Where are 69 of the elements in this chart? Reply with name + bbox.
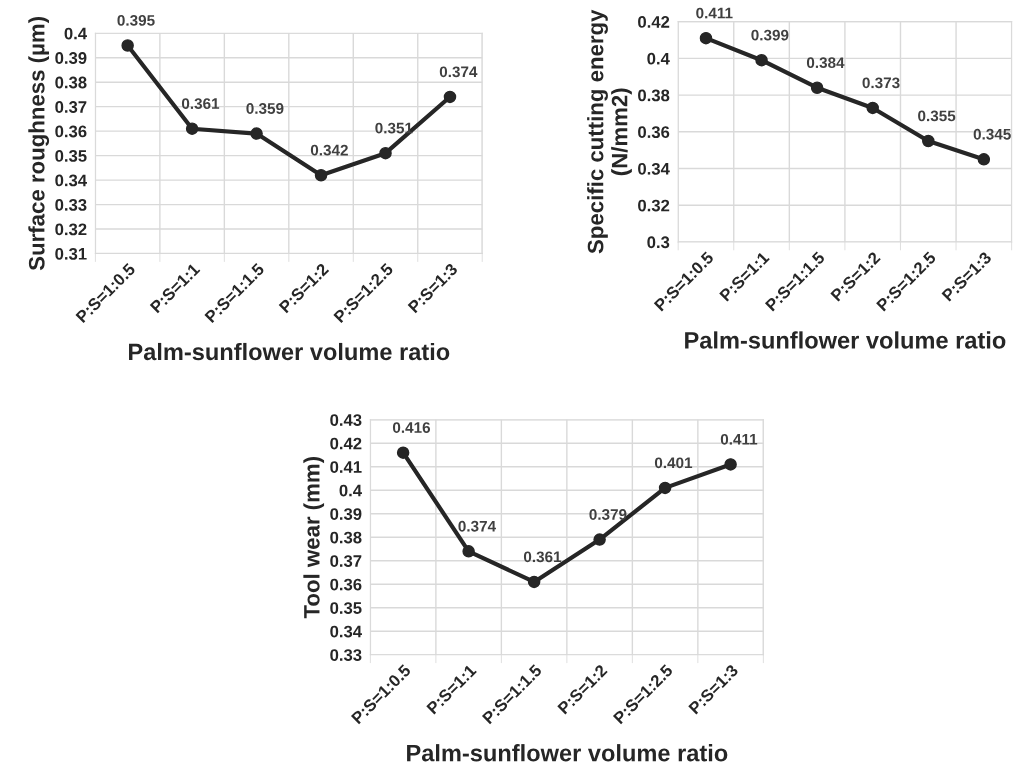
point bbox=[699, 31, 713, 45]
data-label: 0.355 bbox=[918, 110, 956, 122]
y-tick-label: 0.42 bbox=[638, 16, 670, 28]
y-tick-label: 0.37 bbox=[330, 555, 362, 567]
data-label: 0.373 bbox=[862, 77, 900, 89]
point bbox=[396, 446, 410, 459]
y-tick-label: 0.34 bbox=[55, 174, 87, 187]
y-tick-label: 0.33 bbox=[55, 198, 87, 211]
y-tick-label: 0.36 bbox=[638, 126, 670, 139]
y-tick-label: 0.32 bbox=[638, 199, 670, 212]
point bbox=[658, 481, 672, 495]
point bbox=[462, 545, 475, 558]
y-tick-label: 0.34 bbox=[638, 162, 670, 175]
point bbox=[314, 168, 328, 182]
data-label: 0.379 bbox=[589, 509, 627, 520]
point bbox=[121, 39, 134, 52]
data-label: 0.361 bbox=[181, 98, 220, 110]
data-label: 0.374 bbox=[458, 520, 496, 532]
data-label: 0.395 bbox=[117, 14, 155, 26]
y-tick-label: 0.36 bbox=[55, 125, 87, 138]
y-tick-label: 0.43 bbox=[330, 414, 362, 426]
data-label: 0.359 bbox=[246, 103, 284, 114]
y-axis-title: Tool wear (mm) bbox=[303, 457, 325, 619]
point bbox=[866, 101, 879, 115]
data-label: 0.416 bbox=[392, 422, 431, 433]
y-tick-label: 0.39 bbox=[330, 508, 362, 520]
y-axis-title: Surface roughness (µm) bbox=[28, 17, 50, 271]
y-tick-label: 0.35 bbox=[55, 150, 87, 162]
point bbox=[379, 146, 392, 160]
data-label: 0.399 bbox=[751, 29, 789, 41]
y-tick-label: 0.4 bbox=[339, 484, 362, 497]
y-tick-label: 0.41 bbox=[330, 461, 362, 473]
data-label: 0.384 bbox=[806, 57, 845, 69]
y-axis-title: Specific cutting energy (N/mm2) bbox=[587, 9, 632, 254]
y-tick-label: 0.31 bbox=[55, 247, 87, 260]
point bbox=[922, 134, 935, 148]
y-tick-label: 0.35 bbox=[330, 602, 362, 614]
data-label: 0.374 bbox=[439, 66, 478, 78]
data-label: 0.401 bbox=[654, 457, 693, 469]
data-label: 0.342 bbox=[310, 144, 348, 156]
y-tick-label: 0.39 bbox=[55, 52, 87, 64]
point bbox=[185, 122, 199, 135]
point bbox=[443, 90, 457, 104]
y-tick-label: 0.36 bbox=[330, 578, 362, 591]
y-tick-label: 0.4 bbox=[647, 52, 670, 65]
point bbox=[250, 127, 263, 140]
data-label: 0.361 bbox=[523, 551, 562, 563]
y-tick-label: 0.38 bbox=[330, 531, 362, 544]
y-tick-label: 0.4 bbox=[64, 27, 87, 40]
y-tick-label: 0.38 bbox=[638, 89, 670, 102]
point bbox=[977, 153, 991, 166]
point bbox=[527, 575, 541, 589]
y-tick-label: 0.34 bbox=[330, 625, 362, 638]
point bbox=[810, 81, 824, 94]
point bbox=[593, 533, 606, 546]
y-tick-label: 0.3 bbox=[647, 236, 670, 249]
data-label: 0.345 bbox=[973, 128, 1011, 140]
x-axis-title: Palm-sunflower volume ratio bbox=[129, 342, 450, 361]
y-tick-label: 0.32 bbox=[55, 223, 87, 236]
data-label: 0.411 bbox=[720, 433, 758, 445]
data-label: 0.411 bbox=[696, 7, 733, 19]
y-tick-label: 0.42 bbox=[330, 437, 362, 450]
y-tick-label: 0.38 bbox=[55, 76, 87, 89]
y-tick-label: 0.37 bbox=[55, 101, 87, 113]
x-axis-title: Palm-sunflower volume ratio bbox=[407, 744, 728, 762]
point bbox=[724, 458, 737, 471]
x-axis-title: Palm-sunflower volume ratio bbox=[685, 331, 1006, 349]
y-tick-label: 0.33 bbox=[330, 649, 362, 661]
point bbox=[755, 53, 768, 67]
